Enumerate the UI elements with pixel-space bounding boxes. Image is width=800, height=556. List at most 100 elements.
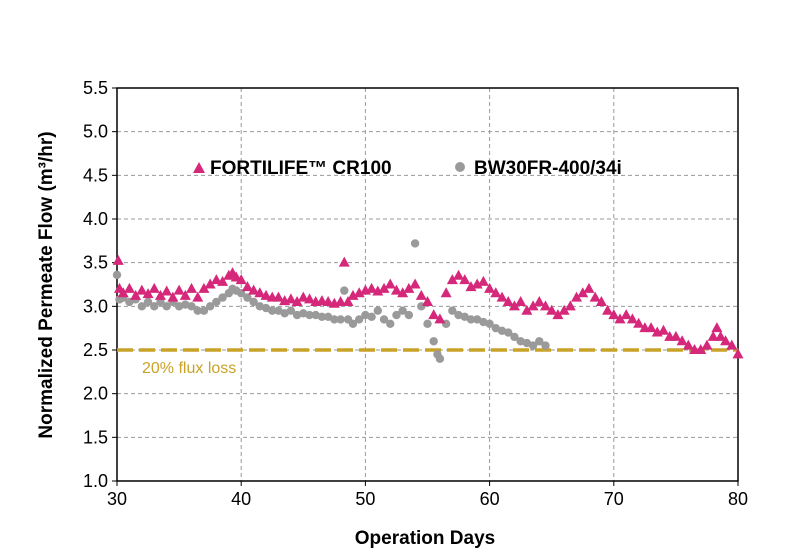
- bw30fr-point: [268, 306, 277, 315]
- y-tick-label: 5.0: [83, 122, 108, 142]
- bw30fr-point: [150, 302, 159, 311]
- bw30fr-point: [187, 302, 196, 311]
- bw30fr-point: [485, 319, 494, 328]
- y-tick-label: 2.5: [83, 340, 108, 360]
- fortilife-point: [304, 293, 316, 304]
- fortilife-point: [670, 330, 682, 341]
- bw30fr-point: [218, 293, 227, 302]
- bw30fr-point: [354, 315, 364, 324]
- fortilife-point: [471, 278, 483, 289]
- plot-area: [116, 87, 739, 482]
- fortilife-point: [409, 278, 421, 289]
- fortilife-point: [366, 282, 378, 293]
- y-tick-label: 4.0: [83, 209, 108, 229]
- fortilife-point: [496, 291, 508, 302]
- fortilife-point: [465, 281, 477, 292]
- fortilife-point: [372, 285, 384, 296]
- y-tick-label: 1.0: [83, 471, 108, 491]
- fortilife-point: [589, 291, 601, 302]
- fortilife-point: [198, 282, 210, 293]
- x-tick-label: 50: [355, 489, 375, 509]
- legend: FORTILIFE™ CR100 BW30FR-400/34i: [193, 158, 622, 179]
- bw30fr-point: [340, 286, 349, 295]
- y-tick-label: 3.0: [83, 296, 108, 316]
- bw30fr-point: [510, 332, 519, 342]
- fortilife-point: [676, 335, 688, 346]
- bw30fr-point: [330, 315, 339, 324]
- fortilife-point: [241, 281, 253, 292]
- bw30fr-point: [448, 306, 457, 315]
- fortilife-point: [515, 295, 527, 306]
- fortilife-point: [711, 322, 723, 333]
- fortilife-point: [620, 309, 632, 320]
- legend-label-fortilife: FORTILIFE™ CR100: [210, 158, 392, 179]
- fortilife-point: [142, 288, 154, 299]
- fortilife-point: [583, 282, 595, 293]
- series-fortilife: [112, 254, 744, 359]
- bw30fr-point: [535, 337, 544, 346]
- fortilife-point: [546, 304, 558, 315]
- fortilife-point: [477, 275, 489, 286]
- fortilife-point: [571, 291, 583, 302]
- bw30fr-point: [336, 315, 345, 324]
- bw30fr-point: [243, 293, 252, 302]
- bw30fr-point: [504, 328, 513, 337]
- fortilife-point: [521, 304, 533, 315]
- fortilife-point: [390, 284, 402, 295]
- bw30fr-point: [373, 306, 383, 315]
- fortilife-point: [260, 289, 272, 300]
- fortilife-point: [248, 284, 260, 295]
- bw30fr-point: [205, 302, 215, 311]
- bw30fr-point: [286, 306, 296, 315]
- fortilife-point: [707, 330, 719, 341]
- fortilife-point: [378, 282, 390, 293]
- x-tick-label: 40: [231, 489, 251, 509]
- fortilife-point: [204, 278, 216, 289]
- legend-circle-icon: [455, 162, 465, 172]
- x-tick-label: 70: [604, 489, 624, 509]
- fortilife-point: [428, 309, 440, 320]
- bw30fr-point: [162, 302, 171, 311]
- fortilife-point: [254, 287, 266, 298]
- fortilife-point: [285, 293, 297, 304]
- y-tick-label: 4.5: [83, 165, 108, 185]
- bw30fr-point: [348, 319, 358, 328]
- fortilife-point: [123, 282, 135, 293]
- fortilife-point: [732, 348, 744, 359]
- fortilife-point: [614, 313, 626, 324]
- fortilife-point: [235, 274, 247, 285]
- bw30fr-point: [429, 337, 438, 346]
- fortilife-point: [626, 313, 638, 324]
- fortilife-point: [338, 256, 350, 267]
- fortilife-point: [558, 304, 570, 315]
- y-axis-ticks: 1.0 1.5 2.0 2.5 3.0 3.5 4.0 4.5 5.0 5.5: [83, 78, 117, 491]
- fortilife-point: [179, 289, 191, 300]
- fortilife-point: [459, 274, 471, 285]
- fortilife-point: [173, 284, 185, 295]
- bw30fr-point: [237, 289, 246, 298]
- fortilife-point: [533, 295, 545, 306]
- fortilife-point: [508, 300, 520, 311]
- fortilife-point: [527, 300, 539, 311]
- fortilife-point: [720, 335, 732, 346]
- fortilife-point: [217, 275, 229, 286]
- fortilife-point: [726, 339, 738, 350]
- fortilife-point: [384, 278, 396, 289]
- series-bw30fr: [112, 239, 550, 363]
- fortilife-point: [397, 287, 409, 298]
- bw30fr-point: [541, 341, 550, 350]
- fortilife-point: [602, 304, 614, 315]
- y-tick-label: 3.5: [83, 253, 108, 273]
- fortilife-point: [353, 287, 365, 298]
- x-tick-label: 30: [107, 489, 127, 509]
- fortilife-point: [440, 287, 452, 298]
- bw30fr-point: [404, 310, 414, 320]
- fortilife-point: [484, 282, 496, 293]
- fortilife-point: [210, 274, 222, 285]
- bw30fr-point: [305, 310, 314, 320]
- fortilife-point: [192, 291, 204, 302]
- bw30fr-point: [392, 310, 401, 320]
- y-axis-title: Normalized Permeate Flow (m³/hr): [36, 131, 57, 438]
- x-axis-title: Operation Days: [355, 528, 495, 549]
- fortilife-point: [291, 295, 303, 306]
